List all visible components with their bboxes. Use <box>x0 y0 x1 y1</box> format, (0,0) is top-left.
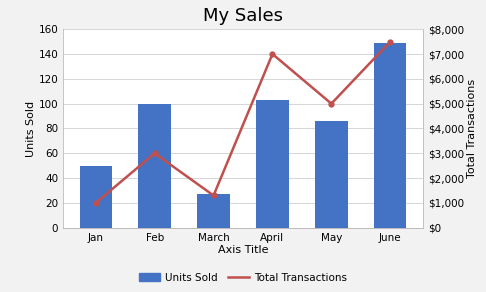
Line: Total Transactions: Total Transactions <box>93 39 393 205</box>
Bar <box>374 43 406 228</box>
Y-axis label: Total Transactions: Total Transactions <box>467 79 477 178</box>
Total Transactions <box>270 52 276 56</box>
Bar <box>315 121 347 228</box>
Bar <box>197 194 230 228</box>
Bar <box>80 166 112 228</box>
Total Transactions <box>152 152 157 155</box>
Total Transactions <box>329 102 334 105</box>
Legend: Units Sold, Total Transactions: Units Sold, Total Transactions <box>135 268 351 287</box>
Total Transactions <box>387 40 393 44</box>
X-axis label: Axis Title: Axis Title <box>218 245 268 256</box>
Title: My Sales: My Sales <box>203 7 283 25</box>
Y-axis label: Units Sold: Units Sold <box>26 100 36 157</box>
Total Transactions <box>93 201 99 205</box>
Bar <box>139 104 171 228</box>
Total Transactions <box>210 194 216 197</box>
Bar <box>256 100 289 228</box>
